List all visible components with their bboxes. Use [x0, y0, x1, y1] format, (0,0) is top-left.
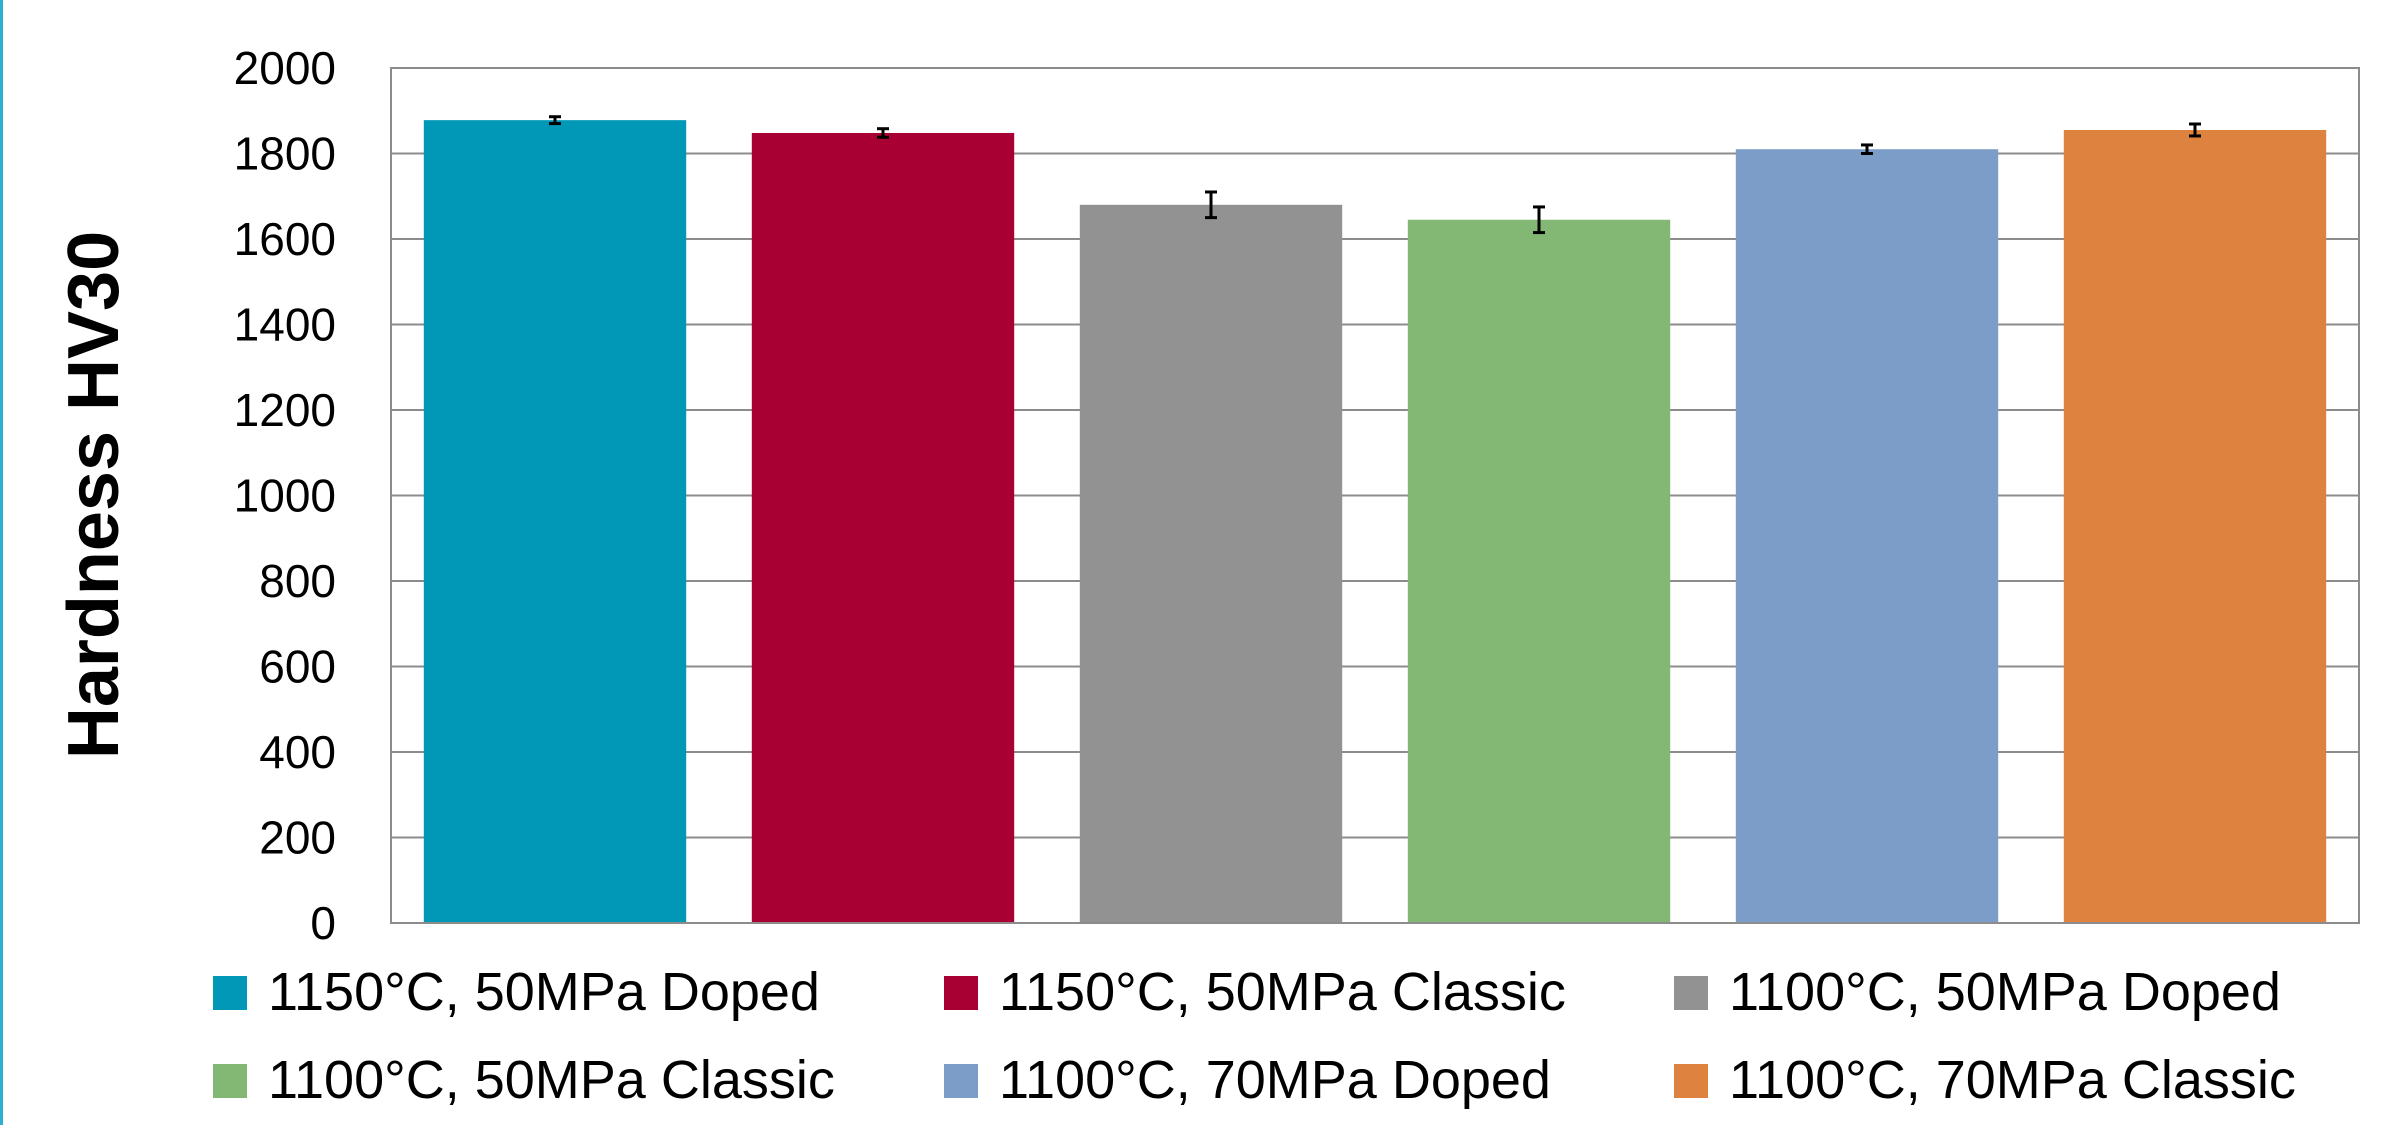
bar [1735, 149, 1999, 924]
legend-label: 1100°C, 50MPa Doped [1729, 962, 2281, 1022]
frame-left-border [0, 0, 3, 1125]
y-tick-label: 1200 [234, 384, 336, 436]
bars [423, 120, 2327, 924]
y-tick-label: 1800 [234, 128, 336, 180]
legend-label: 1100°C, 70MPa Doped [999, 1050, 1551, 1110]
y-tick-label: 0 [310, 897, 336, 949]
legend-label: 1150°C, 50MPa Doped [268, 962, 820, 1022]
y-tick-label: 200 [259, 812, 336, 864]
legend-label: 1150°C, 50MPa Classic [999, 962, 1566, 1022]
y-tick-label: 600 [259, 641, 336, 693]
y-axis-tick-labels: 0 200 400 600 800 1000 1200 1400 1600 1800 2000 [234, 42, 336, 949]
legend-swatch [213, 976, 247, 1010]
legend-swatch [213, 1064, 247, 1098]
legend-swatch [1674, 1064, 1708, 1098]
bar [423, 120, 687, 923]
plot-area-border [390, 67, 2360, 924]
bar [751, 132, 1015, 924]
error-bars [549, 115, 2201, 235]
y-tick-label: 1000 [234, 470, 336, 522]
y-tick-label: 400 [259, 726, 336, 778]
legend-swatch [944, 976, 978, 1010]
y-tick-label: 1600 [234, 213, 336, 265]
bar [1079, 204, 1343, 924]
legend-swatch [1674, 976, 1708, 1010]
legend-label: 1100°C, 70MPa Classic [1729, 1050, 2296, 1110]
grid-lines [391, 152, 2359, 839]
bar [1407, 219, 1671, 923]
bar [2063, 129, 2327, 924]
y-axis-label: Hardness HV30 [54, 231, 134, 759]
y-tick-label: 2000 [234, 42, 336, 94]
legend-swatch [944, 1064, 978, 1098]
legend-label: 1100°C, 50MPa Classic [268, 1050, 835, 1110]
legend: 1150°C, 50MPa Doped 1150°C, 50MPa Classic… [213, 962, 2296, 1110]
y-tick-label: 800 [259, 555, 336, 607]
y-tick-label: 1400 [234, 299, 336, 351]
